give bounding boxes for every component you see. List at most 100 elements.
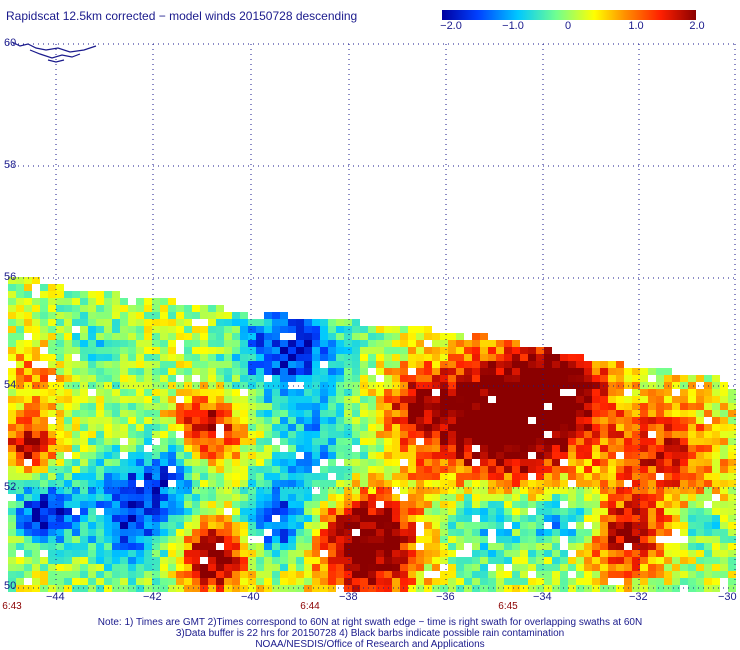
- data-cell: [32, 557, 40, 564]
- data-cell: [656, 494, 664, 501]
- data-cell: [248, 522, 256, 529]
- data-cell: [584, 494, 592, 501]
- data-cell: [120, 522, 128, 529]
- data-cell: [600, 375, 608, 382]
- data-cell: [616, 543, 624, 550]
- data-cell: [640, 438, 648, 445]
- data-cell: [184, 438, 192, 445]
- data-cell: [712, 410, 720, 417]
- data-cell: [184, 466, 192, 473]
- data-cell: [512, 340, 520, 347]
- data-cell: [592, 536, 600, 543]
- data-cell: [40, 312, 48, 319]
- data-cell: [312, 326, 320, 333]
- data-cell: [168, 340, 176, 347]
- data-cell: [616, 438, 624, 445]
- data-cell: [400, 354, 408, 361]
- data-cell: [32, 340, 40, 347]
- data-cell: [464, 333, 472, 340]
- data-cell: [432, 466, 440, 473]
- data-cell: [472, 494, 480, 501]
- data-cell: [192, 347, 200, 354]
- data-cell: [192, 445, 200, 452]
- data-cell: [40, 319, 48, 326]
- data-cell: [352, 340, 360, 347]
- data-cell: [488, 368, 496, 375]
- data-cell: [232, 347, 240, 354]
- data-cell: [328, 473, 336, 480]
- data-cell: [232, 438, 240, 445]
- data-cell: [48, 361, 56, 368]
- map-grid: [8, 43, 736, 589]
- data-cell: [728, 417, 736, 424]
- data-cell: [568, 564, 576, 571]
- data-cell: [400, 445, 408, 452]
- data-cell: [376, 389, 384, 396]
- data-cell: [240, 424, 248, 431]
- data-cell: [176, 382, 184, 389]
- data-cell: [88, 389, 96, 396]
- data-cell: [120, 529, 128, 536]
- data-cell: [112, 480, 120, 487]
- data-cell: [520, 557, 528, 564]
- data-cell: [288, 578, 296, 585]
- data-cell: [16, 578, 24, 585]
- data-cell: [248, 396, 256, 403]
- data-cell: [512, 431, 520, 438]
- data-cell: [496, 487, 504, 494]
- data-cell: [312, 571, 320, 578]
- data-cell: [48, 459, 56, 466]
- data-cell: [488, 571, 496, 578]
- data-cell: [600, 571, 608, 578]
- data-cell: [280, 543, 288, 550]
- data-cell: [184, 368, 192, 375]
- data-cell: [40, 417, 48, 424]
- data-cell: [216, 536, 224, 543]
- data-cell: [32, 585, 40, 592]
- data-cell: [488, 529, 496, 536]
- data-cell: [168, 487, 176, 494]
- data-cell: [336, 536, 344, 543]
- data-cell: [48, 291, 56, 298]
- data-cell: [144, 333, 152, 340]
- data-cell: [264, 501, 272, 508]
- data-cell: [544, 501, 552, 508]
- data-cell: [40, 298, 48, 305]
- data-cell: [200, 361, 208, 368]
- data-cell: [8, 529, 16, 536]
- data-cell: [136, 564, 144, 571]
- data-cell: [160, 522, 168, 529]
- data-cell: [312, 459, 320, 466]
- data-cell: [272, 382, 280, 389]
- data-cell: [136, 508, 144, 515]
- data-cell: [232, 487, 240, 494]
- data-cell: [384, 333, 392, 340]
- data-cell: [440, 333, 448, 340]
- data-cell: [136, 333, 144, 340]
- data-cell: [240, 487, 248, 494]
- data-cell: [456, 487, 464, 494]
- data-cell: [56, 473, 64, 480]
- data-cell: [72, 494, 80, 501]
- data-cell: [56, 494, 64, 501]
- data-cell: [72, 396, 80, 403]
- data-cell: [600, 501, 608, 508]
- data-cell: [224, 326, 232, 333]
- data-cell: [168, 375, 176, 382]
- data-cell: [376, 382, 384, 389]
- data-cell: [216, 326, 224, 333]
- data-cell: [136, 501, 144, 508]
- data-cell: [720, 550, 728, 557]
- data-cell: [88, 459, 96, 466]
- data-cell: [552, 375, 560, 382]
- data-cell: [368, 417, 376, 424]
- data-cell: [40, 543, 48, 550]
- data-cell: [352, 480, 360, 487]
- data-cell: [408, 410, 416, 417]
- data-cell: [432, 389, 440, 396]
- data-cell: [584, 529, 592, 536]
- data-cell: [688, 473, 696, 480]
- data-cell: [328, 522, 336, 529]
- data-cell: [32, 564, 40, 571]
- data-cell: [160, 298, 168, 305]
